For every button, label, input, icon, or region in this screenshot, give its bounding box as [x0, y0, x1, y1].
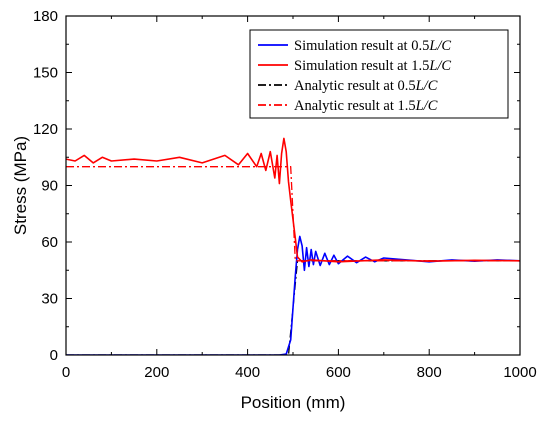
y-tick-label: 150 — [33, 65, 58, 82]
series-line-3 — [66, 166, 520, 262]
x-tick-label: 200 — [144, 364, 169, 381]
legend-label-main: Simulation result at 1.5 — [294, 58, 429, 74]
legend-label-main: Simulation result at 0.5 — [294, 38, 429, 54]
y-tick-label: 90 — [41, 178, 58, 195]
y-tick-label: 30 — [41, 291, 58, 308]
legend-label: Analytic result at 0.5L/C — [294, 78, 438, 94]
x-tick-label: 1000 — [503, 364, 536, 381]
series-line-0 — [66, 235, 520, 355]
y-tick-label: 60 — [41, 234, 58, 251]
legend-label-main: Analytic result at 1.5 — [294, 98, 416, 114]
x-axis-title: Position (mm) — [241, 393, 346, 412]
legend-label-unit: L/C — [415, 78, 438, 94]
legend-label: Simulation result at 1.5L/C — [294, 58, 451, 74]
y-axis-title: Stress (MPa) — [11, 136, 30, 235]
x-tick-label: 0 — [62, 364, 70, 381]
legend-label-unit: L/C — [415, 98, 438, 114]
legend-label: Analytic result at 1.5L/C — [294, 98, 438, 114]
series-layer — [66, 137, 520, 355]
y-tick-label: 120 — [33, 121, 58, 138]
x-tick-label: 400 — [235, 364, 260, 381]
axis-layer: 0 200 400 600 800 1000 0 30 60 90 120 150 180 — [33, 8, 537, 381]
legend-label: Simulation result at 0.5L/C — [294, 38, 451, 54]
x-tick-label: 800 — [417, 364, 442, 381]
series-line-1 — [66, 137, 520, 263]
legend-label-unit: L/C — [428, 58, 451, 74]
y-tick-label: 180 — [33, 8, 58, 25]
y-tick-label: 0 — [50, 347, 58, 364]
legend-label-unit: L/C — [428, 38, 451, 54]
x-tick-label: 600 — [326, 364, 351, 381]
legend-label-main: Analytic result at 0.5 — [294, 78, 416, 94]
legend-box — [249, 29, 509, 119]
